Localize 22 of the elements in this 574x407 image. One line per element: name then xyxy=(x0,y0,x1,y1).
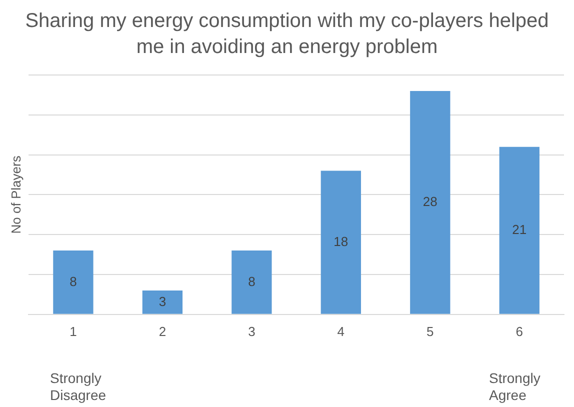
bar xyxy=(142,290,183,314)
bar xyxy=(53,250,94,314)
x-tick-label: 6 xyxy=(516,324,523,339)
bar xyxy=(232,250,272,314)
data-label: 28 xyxy=(422,194,438,210)
bar xyxy=(410,90,450,314)
x-tick-label: 1 xyxy=(70,324,77,339)
chart-title: Sharing my energy consumption with my co-players helped me in avoiding an energy problem xyxy=(24,9,550,60)
data-label: 18 xyxy=(334,234,348,249)
text: Strongly Agree xyxy=(489,370,542,404)
bar xyxy=(320,170,361,314)
bar xyxy=(499,146,540,314)
x-tick-label: 2 xyxy=(158,324,166,339)
data-label: 21 xyxy=(512,222,527,237)
data-label: 8 xyxy=(248,274,256,289)
y-axis-title: No of Players xyxy=(8,155,24,234)
text: Strongly Disagree xyxy=(50,370,108,404)
x-tick-label: 4 xyxy=(337,324,345,339)
x-tick-label: 3 xyxy=(248,324,256,339)
x-tick-label: 5 xyxy=(426,324,434,339)
data-label: 8 xyxy=(70,274,77,289)
data-label: 3 xyxy=(158,294,166,309)
